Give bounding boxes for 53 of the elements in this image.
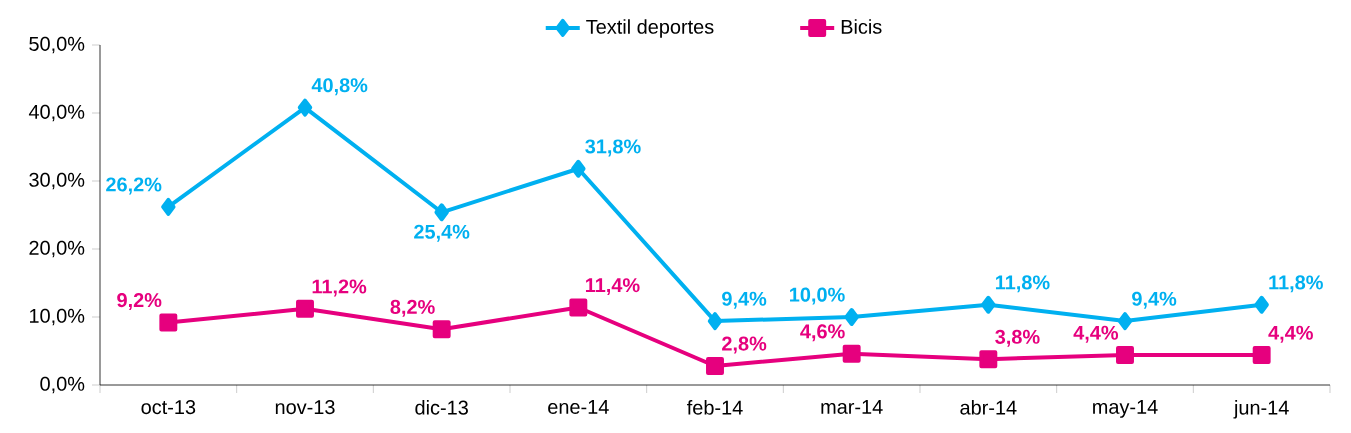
x-tick-label: abr-14	[960, 400, 1017, 415]
x-tick-label: feb-14	[687, 400, 743, 415]
data-label: 8,2%	[390, 299, 435, 317]
data-label: 11,8%	[995, 275, 1050, 293]
y-tick-label: 0,0%	[40, 376, 85, 394]
point	[1116, 346, 1134, 365]
point	[1254, 295, 1269, 314]
y-tick-label: 40,0%	[28, 104, 85, 122]
point	[842, 344, 861, 363]
data-label: 4,4%	[1073, 325, 1119, 343]
data-label: 11,4%	[585, 278, 640, 296]
data-label: 9,4%	[1132, 291, 1177, 309]
y-tick-label: 10,0%	[29, 308, 85, 326]
x-tick-label: may-14	[1093, 400, 1158, 418]
point	[981, 295, 996, 314]
data-label: 26,2%	[106, 177, 162, 195]
data-label: 4,6%	[800, 324, 845, 342]
y-tick-label: 20,0%	[29, 240, 85, 258]
point	[161, 197, 176, 216]
legend-label: Textil deportes	[586, 19, 714, 38]
data-label: 40,8%	[311, 78, 368, 96]
x-tick-label: mar-14	[821, 400, 883, 414]
data-label: 11,2%	[312, 279, 367, 297]
data-label: 3,8%	[995, 329, 1040, 347]
point	[432, 320, 451, 339]
x-tick-label: ene-14	[548, 400, 609, 414]
data-label: 9,4%	[722, 291, 767, 309]
data-label: 11,8%	[1269, 275, 1323, 293]
point	[1252, 346, 1271, 365]
data-label: 25,4%	[414, 224, 470, 242]
point	[979, 350, 998, 369]
x-tick-label: jun-14	[1233, 400, 1289, 419]
point	[571, 159, 586, 178]
data-label: 4,4%	[1268, 325, 1313, 343]
x-tick-label: dic-13	[415, 400, 468, 415]
point	[159, 313, 178, 332]
point	[434, 203, 449, 222]
point	[707, 312, 723, 331]
point	[296, 299, 314, 318]
point	[706, 356, 724, 375]
data-label: 10,0%	[790, 287, 845, 305]
point	[1117, 312, 1133, 331]
point	[297, 98, 313, 117]
y-tick-label: 30,0%	[29, 172, 85, 190]
legend-label: Bicis	[841, 19, 882, 34]
x-tick-label: oct-13	[141, 400, 196, 415]
data-label: 2,8%	[722, 336, 767, 354]
y-tick-label: 50,0%	[29, 36, 85, 54]
data-label: 9,2%	[117, 293, 162, 311]
point	[844, 308, 859, 326]
point	[569, 298, 588, 317]
x-tick-label: nov-13	[275, 400, 335, 415]
data-label: 31,8%	[585, 139, 641, 157]
